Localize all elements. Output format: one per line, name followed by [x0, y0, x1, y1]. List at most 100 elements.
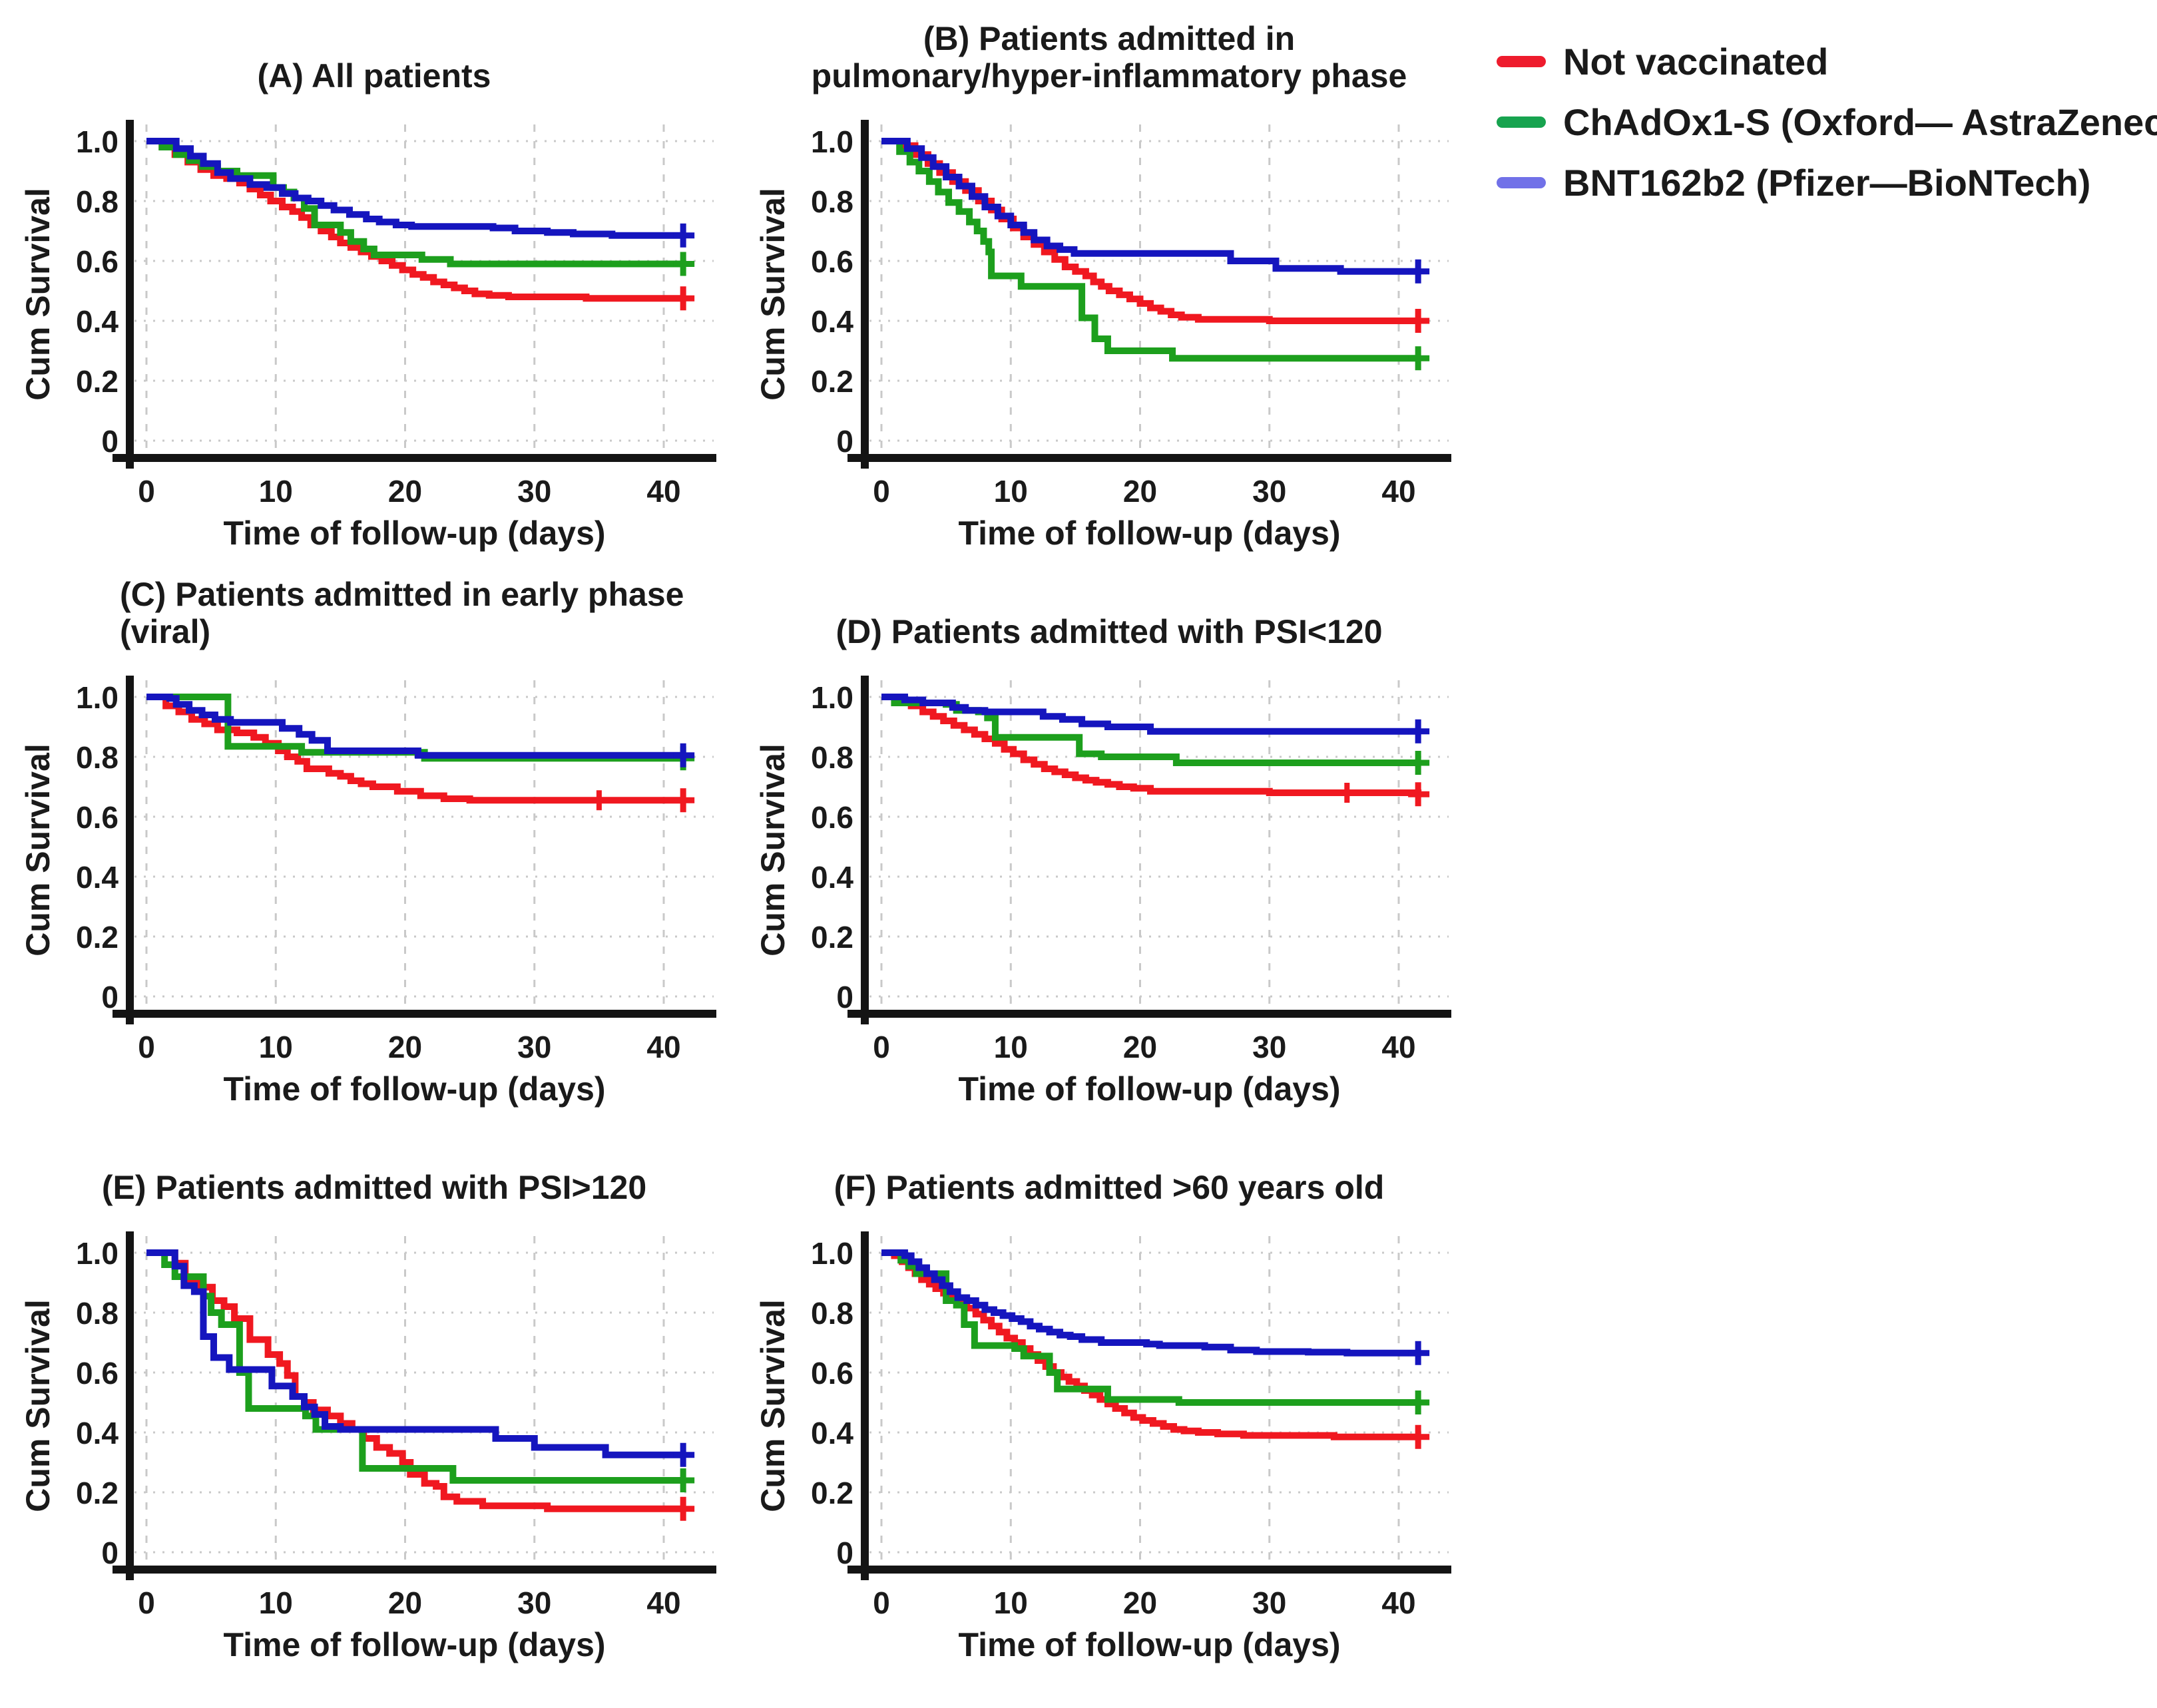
legend-swatch-bnt162b2 — [1497, 177, 1546, 188]
y-axis-label: Cum Survival — [20, 744, 57, 957]
y-tick-label: 0.2 — [76, 920, 119, 955]
panel-slot-f: (F) Patients admitted >60 years old 1.0 0.… — [754, 1129, 1481, 1675]
km-chart-d: 1.0 0.8 0.6 0.4 0.2 00 10 20 30 40 Time of follow-… — [754, 676, 1451, 1108]
x-tick-label: 0 — [138, 1586, 155, 1620]
censor-mark-chadox1-s-oxford-astrazeneca — [1408, 751, 1430, 775]
y-tick-label: 0.6 — [811, 1356, 853, 1390]
x-tick-label: 10 — [259, 1030, 293, 1064]
censor-mark-bnt162b2-pfizer-biontech — [673, 1442, 695, 1467]
y-tick-label: 1.0 — [811, 1236, 853, 1271]
y-tick-label: 0.6 — [76, 800, 119, 835]
y-axis-label: Cum Survival — [20, 1299, 57, 1512]
legend-item-not-vaccinated: Not vaccinated — [1497, 40, 2149, 83]
y-tick-label: 0 — [836, 424, 853, 459]
km-curve-chadox1-s-oxford-astrazeneca — [146, 138, 684, 268]
y-tick-label: 0.8 — [76, 1296, 119, 1331]
legend-item-chadox1s: ChAdOx1-S (Oxford— AstraZeneca) — [1497, 101, 2157, 144]
y-tick-label: 0.6 — [811, 800, 853, 835]
x-tick-label: 20 — [1123, 1586, 1157, 1620]
y-tick-label: 1.0 — [76, 680, 119, 715]
km-curve-bnt162b2-pfizer-biontech — [881, 1249, 1419, 1357]
spacer — [1490, 573, 2149, 1120]
panel-title-line: (F) Patients admitted >60 years old — [834, 1169, 1385, 1206]
km-curve-bnt162b2-pfizer-biontech — [881, 694, 1419, 735]
x-tick-label: 0 — [873, 474, 890, 509]
censor-mark-bnt162b2-pfizer-biontech — [673, 743, 695, 767]
km-chart-f: 1.0 0.8 0.6 0.4 0.2 00 10 20 30 40 Time of follow-… — [754, 1231, 1451, 1663]
panel-slot-e: (E) Patients admitted with PSI>120 1.0 0.8… — [19, 1129, 746, 1675]
grid — [869, 124, 1449, 451]
censor-mark-not-vaccinated — [1408, 782, 1430, 807]
spacer — [1490, 1129, 2149, 1675]
y-tick-label: 0.6 — [811, 244, 853, 279]
y-tick-label: 0.8 — [811, 740, 853, 775]
x-tick-label: 40 — [646, 474, 680, 509]
y-tick-label: 1.0 — [811, 680, 853, 715]
y-tick-label: 0.6 — [76, 1356, 119, 1390]
km-curve-chadox1-s-oxford-astrazeneca — [881, 1249, 1419, 1406]
y-axis-label: Cum Survival — [20, 188, 57, 401]
x-tick-label: 0 — [873, 1586, 890, 1620]
y-tick-label: 0.4 — [811, 1416, 853, 1450]
panel-title-line: (viral) — [120, 613, 211, 650]
y-tick-label: 0 — [836, 980, 853, 1014]
y-tick-label: 0 — [101, 424, 119, 459]
grid — [134, 1236, 714, 1562]
x-axis-label: Time of follow-up (days) — [223, 515, 605, 552]
x-tick-label: 30 — [1252, 1586, 1286, 1620]
x-tick-label: 40 — [646, 1586, 680, 1620]
grid — [869, 1236, 1449, 1562]
censor-mark-not-vaccinated — [673, 1496, 695, 1521]
x-tick-label: 10 — [259, 474, 293, 509]
panel-slot-c: (C) Patients admitted in early phase (vir… — [19, 573, 746, 1120]
y-tick-label: 1.0 — [76, 124, 119, 159]
y-tick-label: 0.2 — [811, 364, 853, 399]
km-chart-e: 1.0 0.8 0.6 0.4 0.2 00 10 20 30 40 Time of follow-… — [19, 1231, 716, 1663]
x-tick-label: 0 — [873, 1030, 890, 1064]
panel-title-a: (A) All patients — [20, 17, 728, 95]
legend-item-bnt162b2: BNT162b2 (Pfizer—BioNTech) — [1497, 161, 2149, 204]
panel-title-e: (E) Patients admitted with PSI>120 — [20, 1129, 728, 1206]
km-curve-bnt162b2-pfizer-biontech — [881, 138, 1419, 275]
x-tick-label: 20 — [388, 1030, 422, 1064]
x-axis-label: Time of follow-up (days) — [958, 515, 1340, 552]
x-tick-label: 0 — [138, 474, 155, 509]
legend-swatch-not-vaccinated — [1497, 56, 1546, 67]
x-tick-label: 10 — [259, 1586, 293, 1620]
censor-mark-chadox1-s-oxford-astrazeneca — [673, 1468, 695, 1492]
y-tick-label: 0.8 — [811, 184, 853, 219]
legend: Not vaccinated ChAdOx1-S (Oxford— AstraZ… — [1490, 17, 2157, 564]
panel-title-f: (F) Patients admitted >60 years old — [755, 1129, 1463, 1206]
x-tick-label: 30 — [1252, 1030, 1286, 1064]
y-axis-label: Cum Survival — [755, 188, 792, 401]
km-curve-chadox1-s-oxford-astrazeneca — [146, 1249, 684, 1484]
x-tick-label: 40 — [1381, 474, 1415, 509]
legend-label-bnt162b2: BNT162b2 (Pfizer—BioNTech) — [1563, 162, 2091, 204]
x-tick-label: 40 — [646, 1030, 680, 1064]
y-tick-label: 0.8 — [76, 184, 119, 219]
panel-title-line: (D) Patients admitted with PSI<120 — [836, 613, 1383, 650]
censor-mark-bnt162b2-pfizer-biontech — [673, 223, 695, 248]
x-tick-label: 10 — [994, 1030, 1028, 1064]
y-tick-label: 0.4 — [76, 304, 119, 339]
panel-slot-b: (B) Patients admitted in pulmonary/hyper-… — [754, 17, 1481, 564]
y-tick-label: 0.2 — [811, 1476, 853, 1510]
panel-title-line: (E) Patients admitted with PSI>120 — [101, 1169, 647, 1206]
y-axis-label: Cum Survival — [755, 744, 792, 957]
panel-a: (A) All patients 1.0 0.8 0.6 0.4 0.2 0 0 10 20 30 4… — [19, 17, 728, 564]
panel-title-c: (C) Patients admitted in early phase (vir… — [20, 573, 728, 650]
legend-label-chadox1s: ChAdOx1-S (Oxford— AstraZeneca) — [1563, 101, 2157, 143]
x-tick-label: 20 — [388, 474, 422, 509]
censor-mark-bnt162b2-pfizer-biontech — [1408, 1341, 1430, 1365]
censor-mark-not-vaccinated — [1408, 1424, 1430, 1449]
km-curve-not-vaccinated — [146, 694, 684, 804]
panel-d: (D) Patients admitted with PSI<120 1.0 0.8… — [754, 573, 1463, 1120]
y-tick-label: 1.0 — [811, 124, 853, 159]
x-tick-label: 20 — [1123, 474, 1157, 509]
km-curve-chadox1-s-oxford-astrazeneca — [881, 138, 1419, 362]
x-axis-label: Time of follow-up (days) — [223, 1626, 605, 1663]
panel-title-b: (B) Patients admitted in pulmonary/hyper-… — [755, 17, 1463, 95]
censor-mark-chadox1-s-oxford-astrazeneca — [673, 252, 695, 276]
censor-mark-bnt162b2-pfizer-biontech — [1408, 259, 1430, 284]
